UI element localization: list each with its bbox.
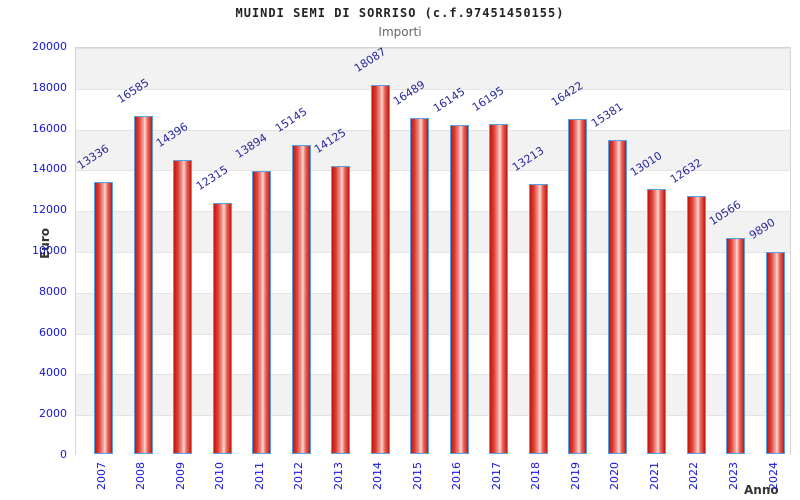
grid-band	[76, 333, 790, 375]
x-tick-label: 2013	[331, 462, 345, 490]
x-tick-label: 2015	[410, 462, 424, 490]
bar	[607, 140, 627, 454]
x-tick-label: 2018	[529, 462, 543, 490]
grid-band	[76, 415, 790, 456]
bar	[410, 117, 430, 454]
grid-band	[76, 292, 790, 334]
x-tick-label: 2009	[173, 462, 187, 490]
x-tick-label: 2011	[252, 462, 266, 490]
bar	[766, 252, 785, 454]
plot-area: 13336 16585 14396 12315 13894 15145 14125 18087…	[75, 45, 791, 456]
bar	[252, 170, 272, 454]
y-tick-label: 0	[60, 448, 67, 461]
grid-band	[76, 88, 790, 130]
bar	[212, 202, 232, 454]
grid-band	[76, 170, 790, 212]
grid-band	[76, 252, 790, 293]
bar	[528, 184, 548, 454]
bar	[726, 238, 746, 454]
y-tick-label: 6000	[39, 325, 67, 339]
grid-band	[76, 374, 790, 416]
x-tick-label: 2012	[292, 462, 306, 490]
bar	[331, 165, 351, 454]
bar	[647, 188, 667, 454]
x-tick-label: 2010	[213, 462, 227, 490]
x-tick-label: 2022	[687, 462, 701, 490]
y-tick-label: 10000	[32, 244, 67, 257]
y-tick-label: 8000	[39, 284, 67, 298]
bar	[568, 119, 588, 454]
grid-band	[76, 211, 790, 252]
bar	[291, 145, 311, 454]
y-tick-label: 12000	[32, 203, 67, 217]
grid-band	[76, 129, 790, 171]
x-tick-label: 2023	[726, 462, 740, 490]
x-tick-label: 2021	[647, 462, 661, 490]
chart-subtitle: Importi	[378, 25, 422, 39]
x-tick-label: 2019	[568, 462, 582, 490]
x-tick-label: 2024	[766, 462, 780, 490]
y-tick-label: 2000	[39, 407, 67, 421]
chart-title: MUINDI SEMI DI SORRISO (c.f.97451450155)	[235, 6, 565, 20]
y-tick-label: 16000	[32, 121, 67, 135]
bar	[449, 124, 469, 454]
y-tick-label: 20000	[32, 40, 67, 53]
bar	[133, 115, 153, 454]
bar	[489, 123, 509, 454]
x-axis-title: Anno	[744, 483, 779, 497]
y-tick-label: 18000	[32, 80, 67, 94]
y-tick-label: 14000	[32, 162, 67, 176]
x-tick-label: 2007	[94, 462, 108, 490]
bar	[94, 181, 113, 454]
bar	[173, 160, 193, 454]
x-tick-label: 2016	[450, 462, 464, 490]
y-tick-label: 4000	[39, 366, 67, 380]
x-tick-label: 2014	[371, 462, 385, 490]
bar	[686, 196, 706, 454]
x-tick-label: 2020	[608, 462, 622, 490]
x-tick-label: 2017	[489, 462, 503, 490]
bar	[370, 85, 390, 454]
x-tick-label: 2008	[134, 462, 148, 490]
grid-band	[76, 48, 790, 89]
